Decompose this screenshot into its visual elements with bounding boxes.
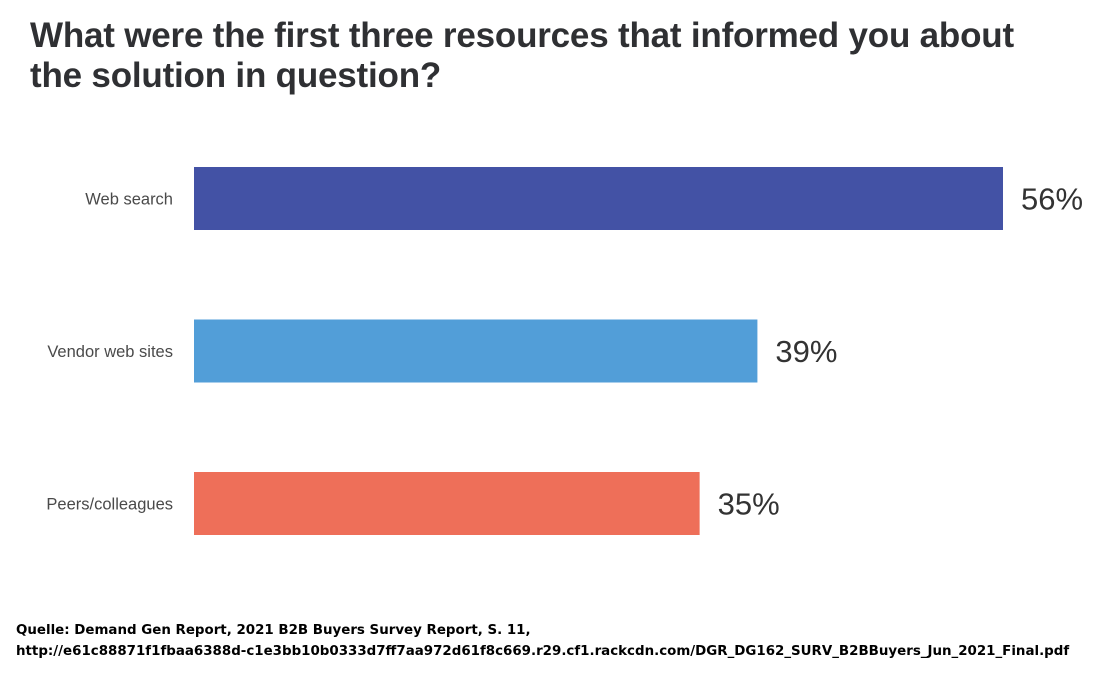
bar-chart: Web search 56% Vendor web sites 39% Peers/co…	[46, 167, 1083, 535]
category-label: Web search	[85, 191, 173, 209]
chart-title-line-1: What were the first three resources that…	[30, 16, 1014, 55]
bar-vendor-web-sites	[194, 319, 758, 383]
source-line-2: http://e61c88871f1fbaa6388d-c1e3bb10b033…	[16, 644, 1070, 659]
chart-title: What were the first three resources that…	[30, 16, 1090, 96]
chart-title-line-2: the solution in question?	[30, 56, 442, 95]
category-label: Peers/colleagues	[46, 496, 173, 514]
source-note: Quelle: Demand Gen Report, 2021 B2B Buye…	[16, 620, 1116, 662]
bar-web-search	[194, 167, 1003, 230]
bar-peers-colleagues	[194, 472, 700, 535]
value-label: 39%	[775, 334, 837, 369]
source-line-1: Quelle: Demand Gen Report, 2021 B2B Buye…	[16, 623, 531, 638]
value-label: 56%	[1021, 182, 1083, 217]
value-label: 35%	[718, 487, 780, 522]
category-label: Vendor web sites	[47, 343, 173, 361]
